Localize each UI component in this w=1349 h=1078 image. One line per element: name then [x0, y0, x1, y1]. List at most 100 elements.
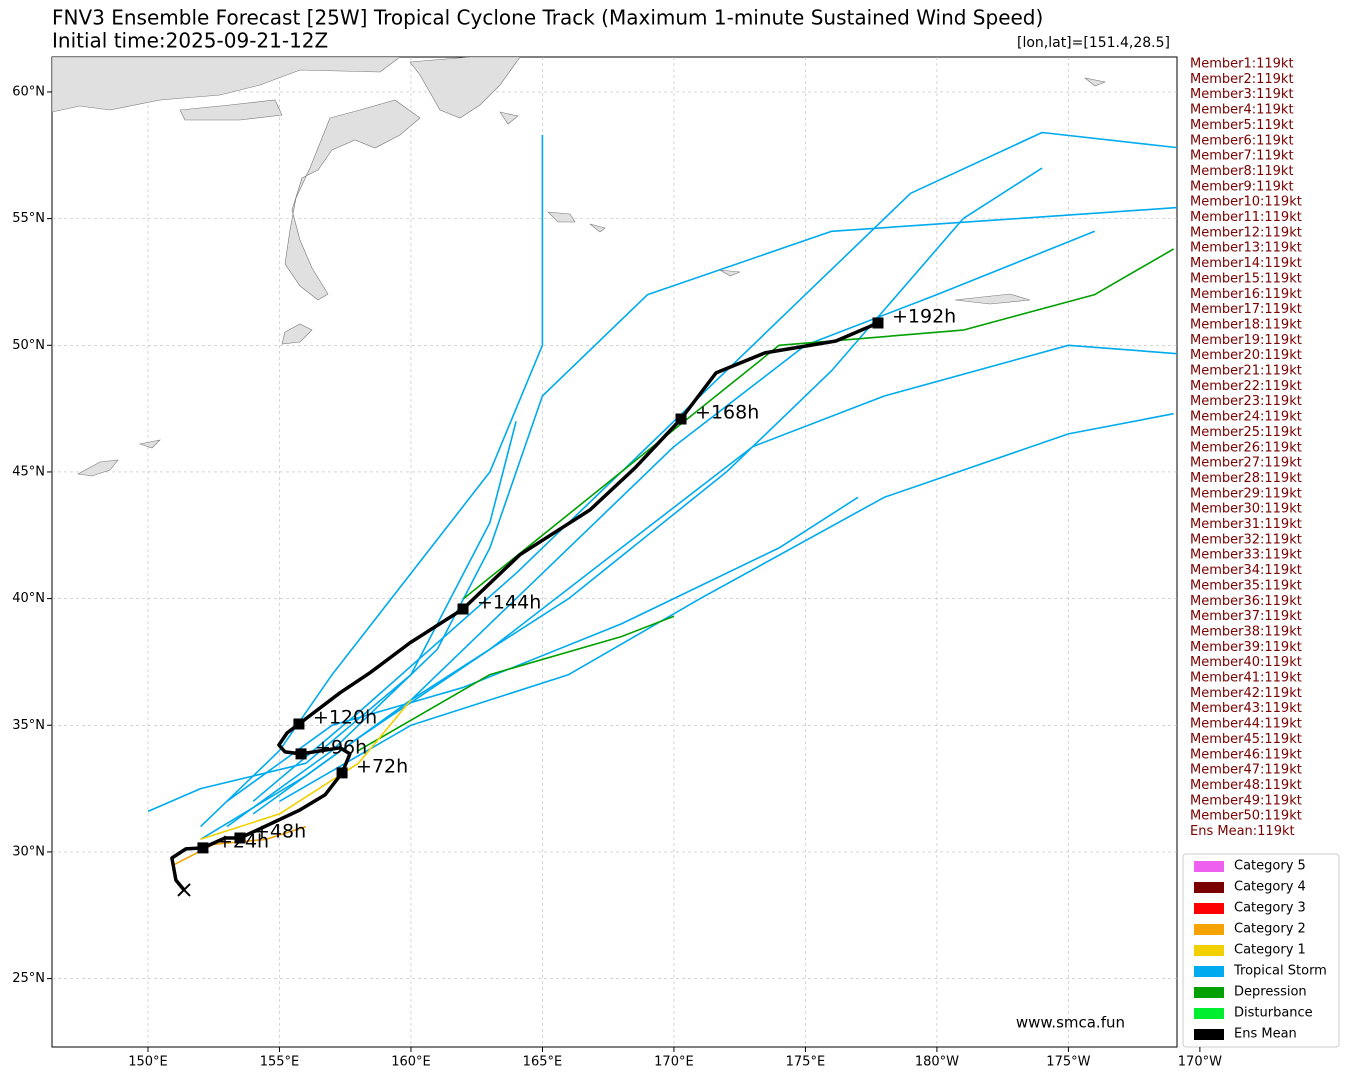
- member-label: Ens Mean:119kt: [1190, 824, 1295, 839]
- legend-swatch: [1194, 903, 1224, 914]
- member-track: [252, 131, 1177, 802]
- member-track: [279, 412, 1174, 802]
- x-tick-label: 180°W: [915, 1055, 959, 1070]
- legend-label: Category 5: [1234, 859, 1306, 874]
- y-tick-label: 35°N: [12, 718, 45, 733]
- member-label: Member18:119kt: [1190, 317, 1302, 332]
- member-label: Member32:119kt: [1190, 532, 1302, 547]
- member-label: Member49:119kt: [1190, 793, 1302, 808]
- member-label: Member33:119kt: [1190, 548, 1302, 563]
- member-label: Member14:119kt: [1190, 256, 1302, 271]
- time-marker: [295, 748, 307, 760]
- x-tick-label: 165°E: [523, 1055, 563, 1070]
- member-label: Member36:119kt: [1190, 594, 1302, 609]
- member-label: Member41:119kt: [1190, 671, 1302, 686]
- member-label: Member50:119kt: [1190, 809, 1302, 824]
- member-label: Member47:119kt: [1190, 763, 1302, 778]
- member-label: Member30:119kt: [1190, 502, 1302, 517]
- member-label: Member39:119kt: [1190, 640, 1302, 655]
- time-label: +192h: [892, 305, 956, 327]
- y-tick-label: 50°N: [12, 338, 45, 353]
- y-tick-label: 45°N: [12, 464, 45, 479]
- legend-swatch: [1194, 1008, 1224, 1019]
- legend-label: Category 4: [1234, 880, 1306, 895]
- member-label: Member21:119kt: [1190, 364, 1302, 379]
- legend-swatch: [1194, 945, 1224, 956]
- member-label: Member19:119kt: [1190, 333, 1302, 348]
- y-tick-label: 60°N: [12, 84, 45, 99]
- member-label: Member48:119kt: [1190, 778, 1302, 793]
- legend-swatch: [1194, 966, 1224, 977]
- member-label: Member3:119kt: [1190, 87, 1294, 102]
- x-tick-label: 150°E: [128, 1055, 168, 1070]
- start-marker: [177, 883, 191, 897]
- legend-label: Depression: [1234, 985, 1307, 1000]
- mean-track: [170, 321, 879, 892]
- member-label: Member16:119kt: [1190, 287, 1302, 302]
- member-track: [200, 699, 412, 841]
- member-track: [252, 344, 1177, 815]
- member-label: Member35:119kt: [1190, 578, 1302, 593]
- legend-label: Category 1: [1234, 943, 1306, 958]
- time-label: +96h: [315, 736, 367, 758]
- x-tick-label: 175°W: [1046, 1055, 1090, 1070]
- member-label: Member46:119kt: [1190, 747, 1302, 762]
- member-label: Member1:119kt: [1190, 57, 1294, 72]
- member-label: Member42:119kt: [1190, 686, 1302, 701]
- member-label: Member37:119kt: [1190, 609, 1302, 624]
- member-label: Member23:119kt: [1190, 394, 1302, 409]
- member-label: Member20:119kt: [1190, 348, 1302, 363]
- time-marker: [336, 767, 348, 779]
- chart-subtitle: Initial time:2025-09-21-12Z: [52, 29, 328, 53]
- member-label: Member2:119kt: [1190, 72, 1294, 87]
- y-tick-label: 25°N: [12, 971, 45, 986]
- x-tick-label: 155°E: [260, 1055, 300, 1070]
- member-label: Member7:119kt: [1190, 149, 1294, 164]
- member-label: Member26:119kt: [1190, 440, 1302, 455]
- tracks: +24h+48h+72h+96h+120h+144h+168h+192h: [52, 57, 1177, 1047]
- member-label: Member17:119kt: [1190, 302, 1302, 317]
- time-marker: [457, 603, 469, 615]
- member-track: [200, 135, 544, 828]
- x-tick-label: 175°E: [786, 1055, 826, 1070]
- member-label: Member25:119kt: [1190, 425, 1302, 440]
- member-label: Member9:119kt: [1190, 179, 1294, 194]
- time-marker: [197, 842, 209, 854]
- member-label: Member31:119kt: [1190, 517, 1302, 532]
- member-label: Member6:119kt: [1190, 133, 1294, 148]
- legend-label: Category 3: [1234, 901, 1306, 916]
- member-track: [463, 248, 1175, 600]
- legend-swatch: [1194, 924, 1224, 935]
- member-label: Member45:119kt: [1190, 732, 1302, 747]
- member-label: Member24:119kt: [1190, 410, 1302, 425]
- legend-swatch: [1194, 987, 1224, 998]
- time-marker: [293, 718, 305, 730]
- member-track: [357, 615, 675, 752]
- member-label: Member11:119kt: [1190, 210, 1302, 225]
- y-tick-label: 40°N: [12, 591, 45, 606]
- time-marker: [675, 413, 687, 425]
- member-label: Member13:119kt: [1190, 241, 1302, 256]
- member-label: Member4:119kt: [1190, 103, 1294, 118]
- time-label: +72h: [356, 755, 408, 777]
- legend-label: Category 2: [1234, 922, 1306, 937]
- member-label: Member22:119kt: [1190, 379, 1302, 394]
- legend-swatch: [1194, 861, 1224, 872]
- map-frame: [51, 56, 1178, 1048]
- member-label: Member40:119kt: [1190, 655, 1302, 670]
- time-marker: [234, 832, 246, 844]
- member-track: [226, 206, 1177, 828]
- member-label: Member10:119kt: [1190, 195, 1302, 210]
- member-track: [226, 496, 859, 802]
- member-label: Member28:119kt: [1190, 471, 1302, 486]
- legend-box: [1182, 853, 1340, 1048]
- member-label: Member12:119kt: [1190, 225, 1302, 240]
- member-label: Member43:119kt: [1190, 701, 1302, 716]
- legend-label: Tropical Storm: [1233, 964, 1327, 979]
- legend: [1182, 853, 1340, 1048]
- member-label: Member27:119kt: [1190, 456, 1302, 471]
- y-tick-label: 30°N: [12, 844, 45, 859]
- member-label: Member5:119kt: [1190, 118, 1294, 133]
- x-tick-label: 160°E: [391, 1055, 431, 1070]
